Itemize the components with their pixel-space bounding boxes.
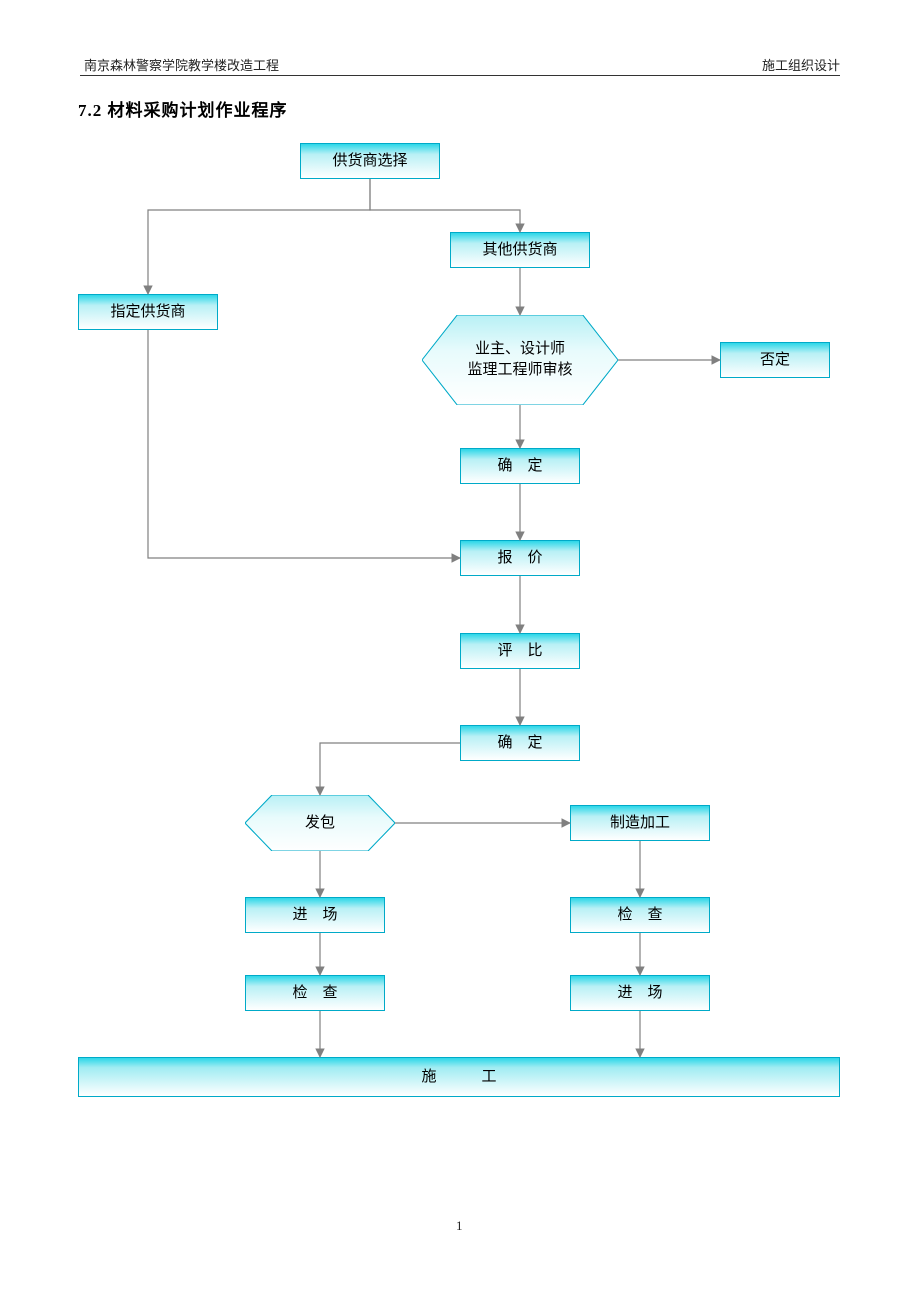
section-title: 7.2 材料采购计划作业程序: [78, 96, 288, 121]
flow-node-n6: 确 定: [460, 448, 580, 484]
header-right: 施工组织设计: [762, 55, 840, 74]
flow-node-n8: 评 比: [460, 633, 580, 669]
flow-node-n14: 检 查: [245, 975, 385, 1011]
flow-node-n9: 确 定: [460, 725, 580, 761]
page-number: 1: [456, 1218, 463, 1234]
flow-node-n10: 发包: [245, 795, 395, 851]
flow-edge-n9-n10: [320, 743, 460, 795]
flow-edge-n3-n7: [148, 330, 460, 558]
flow-node-label: 业主、设计师 监理工程师审核: [422, 315, 618, 405]
flow-node-n5: 否定: [720, 342, 830, 378]
header-left: 南京森林警察学院教学楼改造工程: [84, 55, 279, 74]
header-rule: [80, 75, 840, 76]
flow-node-label: 发包: [245, 795, 395, 851]
flow-edge-n1-n3: [148, 179, 370, 294]
flow-node-n12: 进 场: [245, 897, 385, 933]
flow-node-n15: 进 场: [570, 975, 710, 1011]
flow-node-n13: 检 查: [570, 897, 710, 933]
flow-node-n1: 供货商选择: [300, 143, 440, 179]
flow-node-n7: 报 价: [460, 540, 580, 576]
flow-node-n11: 制造加工: [570, 805, 710, 841]
flow-node-n3: 指定供货商: [78, 294, 218, 330]
flow-node-n2: 其他供货商: [450, 232, 590, 268]
flow-node-n4: 业主、设计师 监理工程师审核: [422, 315, 618, 405]
flow-node-n16: 施 工: [78, 1057, 840, 1097]
flow-edge-n1-n2: [370, 179, 520, 232]
